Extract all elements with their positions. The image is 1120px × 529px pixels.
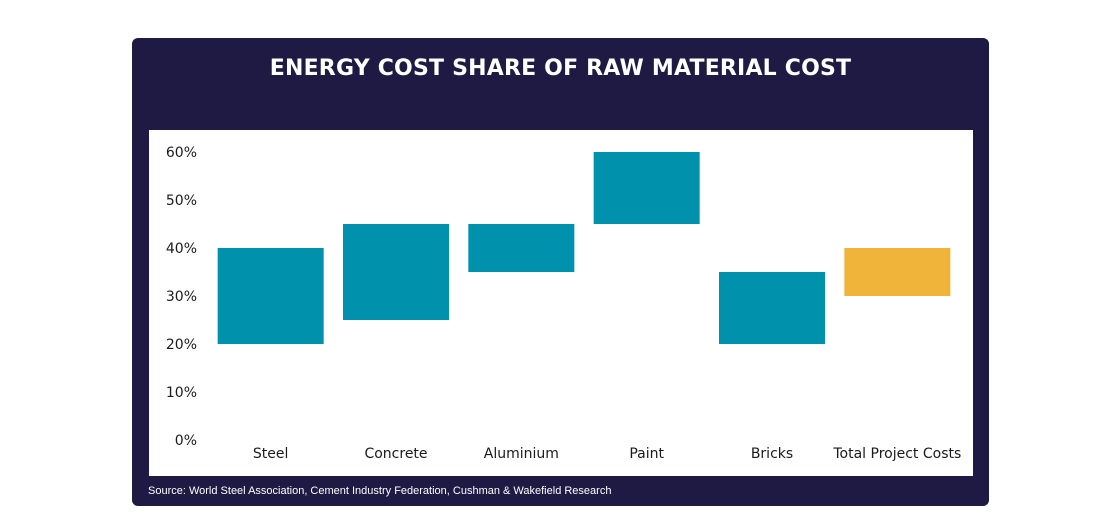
y-tick-label: 20% <box>166 337 197 353</box>
y-tick-label: 10% <box>166 385 197 401</box>
x-tick-label: Total Project Costs <box>832 446 961 462</box>
chart-svg: 0% 10% 20% 30% 40% 50% 60% Steel Concrete Alumini… <box>166 145 961 462</box>
x-tick-label: Steel <box>253 446 289 462</box>
x-tick-label: Concrete <box>364 446 427 462</box>
x-tick-label: Bricks <box>751 446 793 462</box>
y-tick-label: 0% <box>175 433 197 449</box>
y-tick-label: 60% <box>166 145 197 161</box>
bar-concrete <box>343 224 449 320</box>
bar-total-project-costs <box>844 248 951 296</box>
bar-aluminium <box>468 224 575 272</box>
y-tick-label: 50% <box>166 193 197 209</box>
plot-area: 0% 10% 20% 30% 40% 50% 60% Steel Concrete Alumini… <box>149 130 973 476</box>
x-tick-label: Aluminium <box>484 446 559 462</box>
bar-steel <box>217 248 324 344</box>
y-tick-label: 30% <box>166 289 197 305</box>
bar-paint <box>593 152 700 224</box>
chart-title: ENERGY COST SHARE OF RAW MATERIAL COST <box>269 56 852 81</box>
source-note: Source: World Steel Association, Cement … <box>148 485 612 497</box>
chart-card: ENERGY COST SHARE OF RAW MATERIAL COST 0… <box>132 38 989 506</box>
bar-bricks <box>719 272 825 344</box>
y-tick-label: 40% <box>166 241 197 257</box>
x-tick-label: Paint <box>629 446 664 462</box>
